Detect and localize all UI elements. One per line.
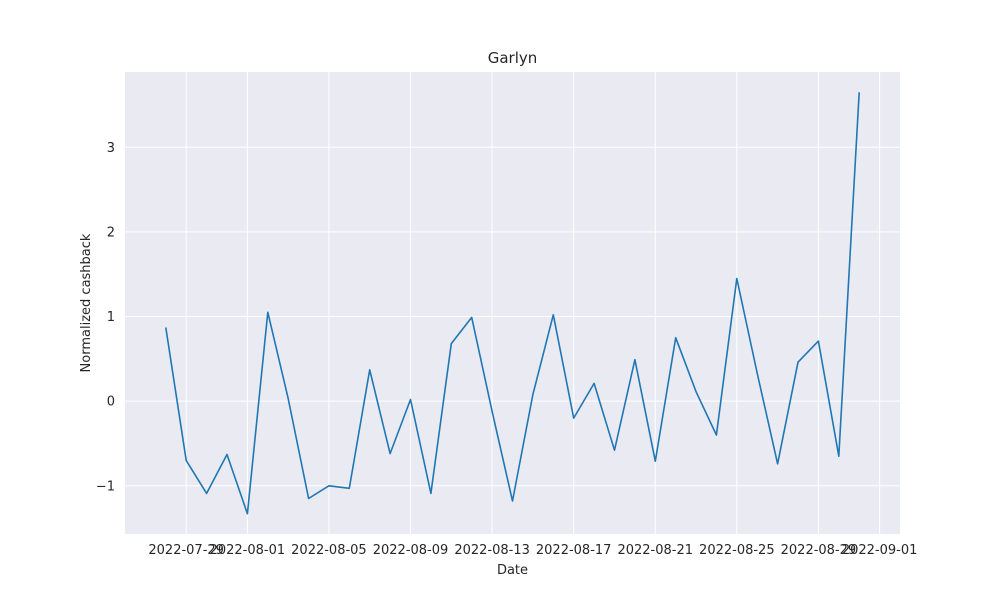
x-tick-label: 2022-08-25 bbox=[699, 543, 775, 558]
x-tick-label: 2022-08-21 bbox=[617, 543, 693, 558]
chart-title: Garlyn bbox=[488, 49, 538, 67]
y-tick-labels: −1 0 1 2 3 bbox=[96, 141, 115, 494]
y-tick-label: −1 bbox=[96, 479, 115, 494]
x-gridlines bbox=[185, 72, 881, 534]
x-axis-label: Date bbox=[497, 563, 528, 578]
y-axis-label: Normalized cashback bbox=[79, 233, 94, 372]
x-tick-label: 2022-09-01 bbox=[842, 543, 918, 558]
y-tick-label: 3 bbox=[107, 141, 115, 156]
x-tick-label: 2022-07-29 bbox=[148, 543, 224, 558]
y-gridlines bbox=[125, 146, 900, 487]
x-tick-label: 2022-08-13 bbox=[454, 543, 530, 558]
y-tick-label: 1 bbox=[107, 310, 115, 325]
x-tick-label: 2022-08-01 bbox=[210, 543, 286, 558]
x-tick-label: 2022-08-09 bbox=[373, 543, 449, 558]
y-tick-label: 0 bbox=[107, 395, 115, 410]
x-tick-label: 2022-08-17 bbox=[536, 543, 612, 558]
x-tick-label: 2022-08-29 bbox=[781, 543, 857, 558]
x-tick-label: 2022-08-05 bbox=[291, 543, 367, 558]
y-tick-label: 2 bbox=[107, 225, 115, 240]
series-line bbox=[165, 92, 860, 515]
plot-background bbox=[125, 72, 900, 534]
